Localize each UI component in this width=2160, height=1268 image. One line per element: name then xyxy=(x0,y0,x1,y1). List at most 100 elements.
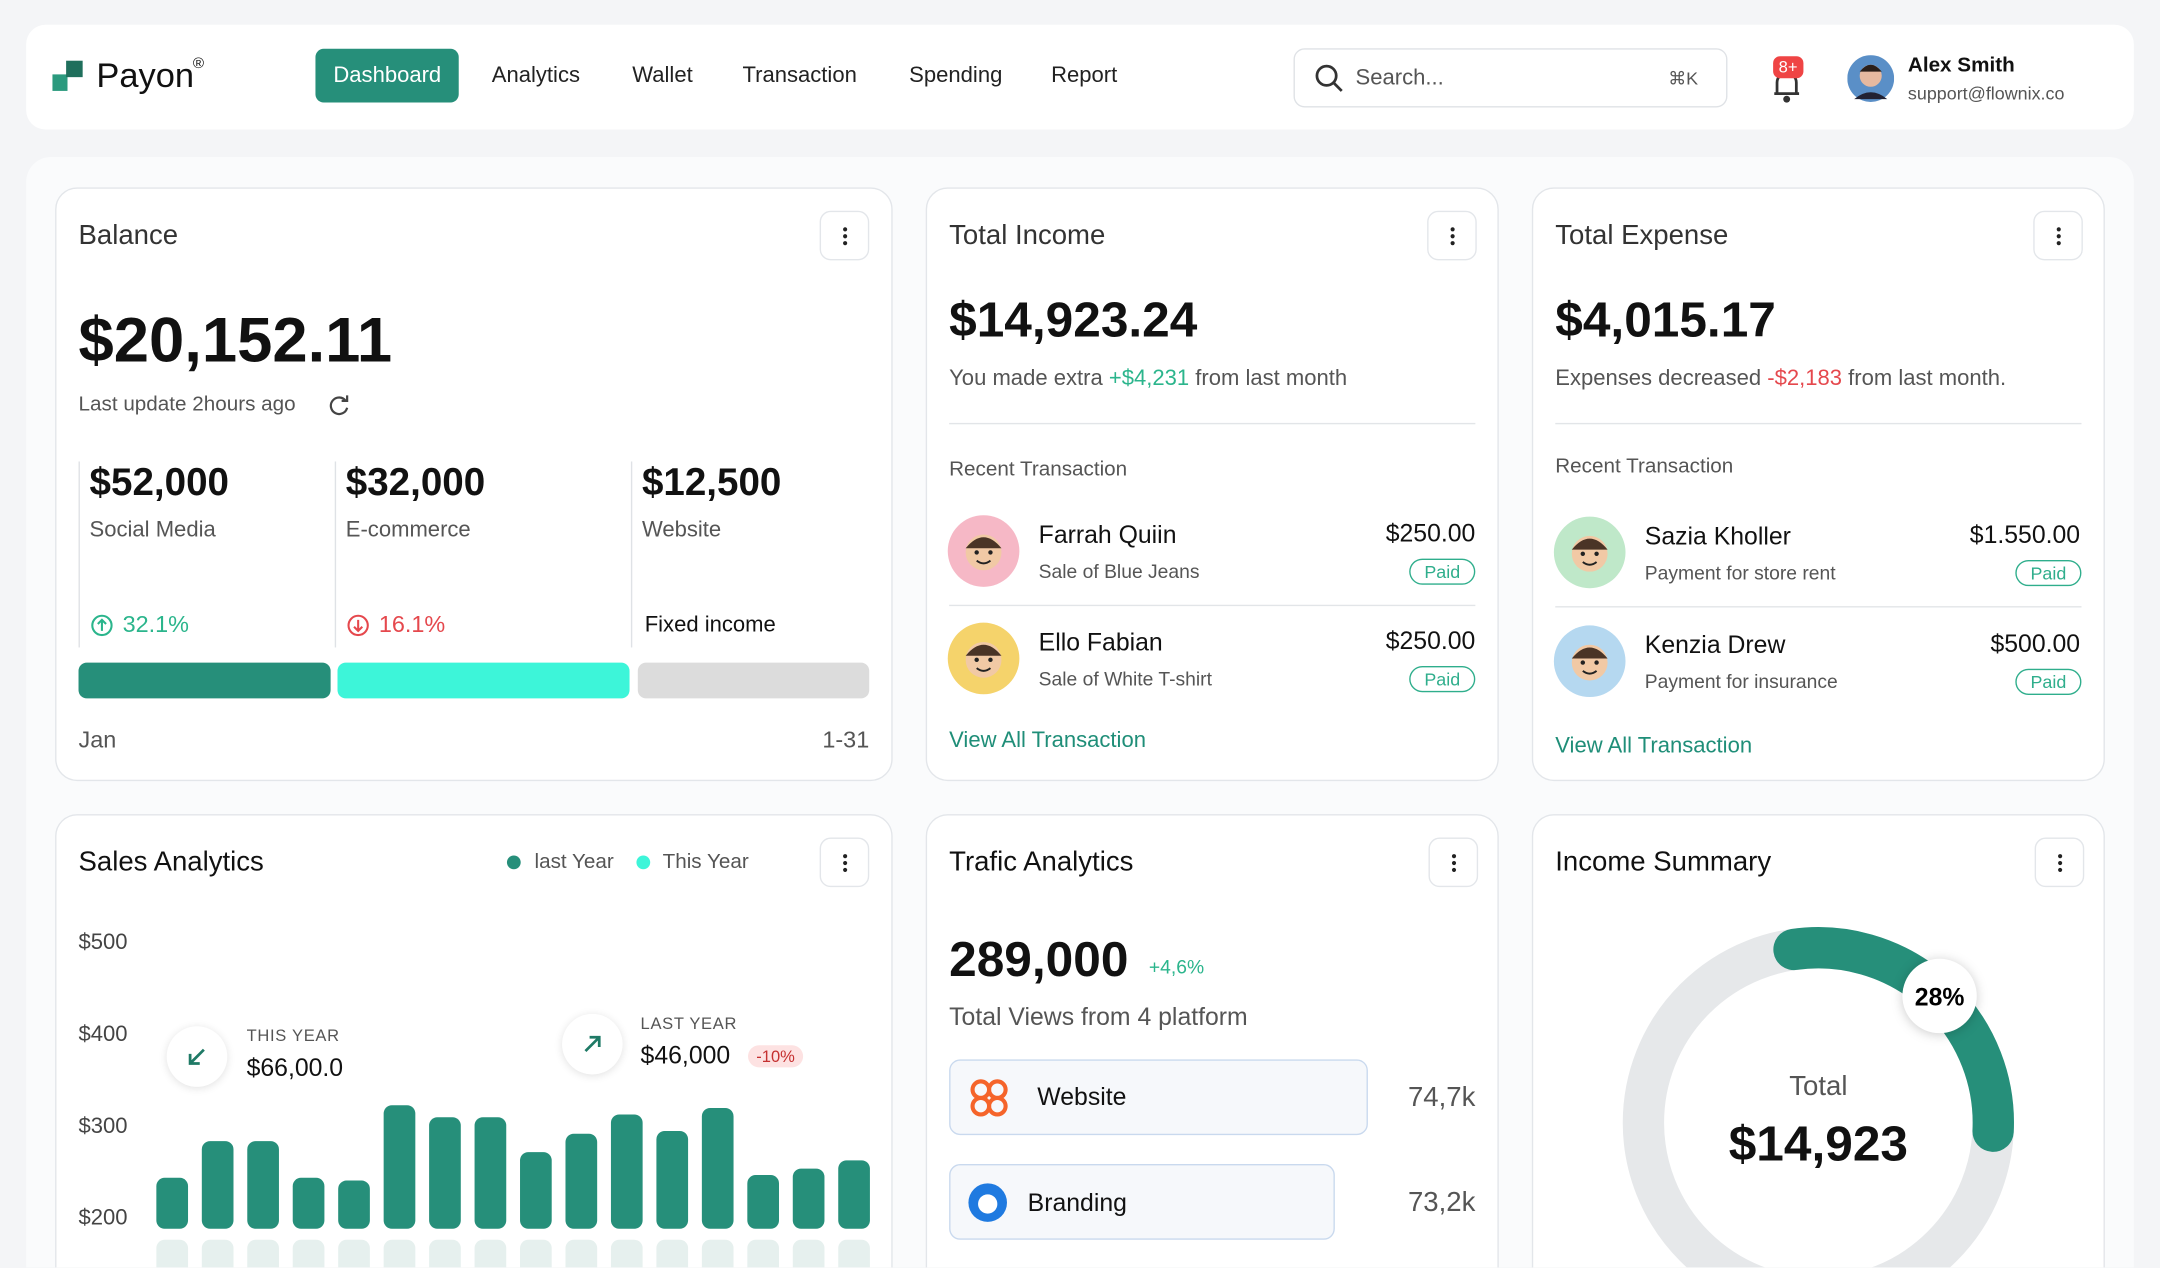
transaction-desc: Payment for store rent xyxy=(1644,561,1836,584)
traffic-views: 289,000 xyxy=(949,930,1129,987)
source-label: E-commerce xyxy=(345,518,471,542)
search-box[interactable] xyxy=(1293,48,1728,108)
legend-label: This Year xyxy=(662,849,749,874)
transaction-desc: Sale of Blue Jeans xyxy=(1038,560,1200,583)
nav-item[interactable]: Wallet xyxy=(632,63,693,88)
note-post: from last month. xyxy=(1848,366,2007,391)
expense-note: Expenses decreased -$2,183 from last mon… xyxy=(1555,366,2006,392)
source-amount: $12,500 xyxy=(641,460,782,504)
search-placeholder: Search... xyxy=(1355,66,1444,91)
stat-label: LAST YEAR xyxy=(640,1013,738,1033)
card-title: Trafic Analytics xyxy=(949,847,1134,878)
legend-dot xyxy=(506,855,521,870)
source-note: Fixed income xyxy=(644,613,776,637)
menu-button[interactable] xyxy=(819,210,870,261)
recent-title: Recent Transaction xyxy=(949,457,1128,481)
card-title: Balance xyxy=(78,220,179,251)
menu-button[interactable] xyxy=(2034,837,2085,888)
recent-title: Recent Transaction xyxy=(1555,454,1734,479)
income-amount: $14,923.24 xyxy=(949,291,1198,348)
transaction-desc: Payment for insurance xyxy=(1644,669,1838,692)
divider xyxy=(1555,606,2082,608)
view-all-link[interactable]: View All Transaction xyxy=(949,729,1146,753)
expense-card xyxy=(1531,187,2105,782)
progress-social xyxy=(78,662,331,699)
platform-box[interactable] xyxy=(949,1164,1335,1240)
legend-label: last Year xyxy=(534,849,614,874)
stat-value: $66,00.0 xyxy=(246,1054,344,1082)
income-note: You made extra +$4,231 from last month xyxy=(949,366,1347,392)
status-pill: Paid xyxy=(2015,559,2082,587)
expense-amount: $4,015.17 xyxy=(1555,291,1776,348)
transaction-desc: Sale of White T-shirt xyxy=(1038,667,1212,690)
avatar xyxy=(947,515,1020,587)
source-change: 16.1% xyxy=(378,611,446,638)
divider xyxy=(1555,422,2082,425)
income-card xyxy=(925,187,1499,782)
source-label: Website xyxy=(641,518,722,542)
legend-dot xyxy=(636,855,651,870)
menu-button[interactable] xyxy=(1428,837,1479,888)
period-end: 1-31 xyxy=(822,727,870,754)
stat-badge: -10% xyxy=(748,1045,804,1068)
card-title: Income Summary xyxy=(1555,847,1772,878)
transaction-amount: $500.00 xyxy=(1990,629,2081,657)
transaction-name: Kenzia Drew xyxy=(1644,630,1786,659)
transaction-name: Ello Fabian xyxy=(1038,628,1163,656)
transaction-amount: $250.00 xyxy=(1385,519,1476,548)
nav-item[interactable]: Dashboard xyxy=(315,48,460,103)
transaction-amount: $1.550.00 xyxy=(1969,520,2081,549)
total-amount: $14,923 xyxy=(1728,1114,1909,1172)
platform-views: 74,7k xyxy=(1407,1082,1476,1114)
column-divider xyxy=(78,461,80,648)
column-divider xyxy=(334,461,337,648)
platform-box[interactable] xyxy=(949,1059,1368,1136)
search-shortcut: ⌘K xyxy=(1668,67,1699,89)
column-divider xyxy=(630,461,633,648)
menu-button[interactable] xyxy=(819,837,870,888)
trend-icon xyxy=(91,614,113,637)
status-pill: Paid xyxy=(1409,666,1476,693)
view-all-link[interactable]: View All Transaction xyxy=(1555,734,1753,759)
progress-website xyxy=(637,662,870,699)
note-delta: -$2,183 xyxy=(1767,366,1842,391)
brand-mark: ® xyxy=(192,55,205,73)
stat-value: $46,000 xyxy=(640,1041,731,1070)
menu-button[interactable] xyxy=(2033,210,2083,261)
note-delta: +$4,231 xyxy=(1108,366,1190,391)
transaction-name: Sazia Kholler xyxy=(1644,522,1791,550)
nav-item[interactable]: Report xyxy=(1051,63,1118,88)
stat-icon xyxy=(562,1013,623,1075)
refresh-icon xyxy=(329,395,349,416)
notification-badge: 8+ xyxy=(1773,56,1803,79)
status-pill: Paid xyxy=(2015,668,2082,695)
logo-mark xyxy=(52,60,83,91)
source-label: Social Media xyxy=(89,518,216,542)
status-pill: Paid xyxy=(1409,558,1476,585)
user-avatar xyxy=(1847,55,1895,102)
transaction-amount: $250.00 xyxy=(1385,627,1476,655)
search-icon xyxy=(1315,64,1343,92)
note-pre: Expenses decreased xyxy=(1555,366,1762,391)
note-pre: You made extra xyxy=(949,366,1103,391)
progress-ecommerce xyxy=(337,662,630,699)
nav-item[interactable]: Spending xyxy=(909,63,1003,88)
divider xyxy=(949,422,1476,425)
card-title: Sales Analytics xyxy=(78,847,264,878)
menu-button[interactable] xyxy=(1427,210,1477,261)
total-label: Total xyxy=(1789,1071,1848,1103)
nav-item[interactable]: Analytics xyxy=(491,63,580,88)
divider xyxy=(949,604,1476,607)
trend-icon xyxy=(347,614,369,637)
nav-item[interactable]: Transaction xyxy=(742,63,857,88)
last-update: Last update 2hours ago xyxy=(78,392,296,417)
card-title: Total Expense xyxy=(1555,220,1729,251)
period-start: Jan xyxy=(78,727,117,754)
brand: Payon xyxy=(96,56,195,96)
source-change: 32.1% xyxy=(122,611,190,638)
transaction-name: Farrah Quiin xyxy=(1038,520,1177,549)
income-summary-card xyxy=(1531,814,2105,1268)
source-amount: $32,000 xyxy=(345,460,486,504)
